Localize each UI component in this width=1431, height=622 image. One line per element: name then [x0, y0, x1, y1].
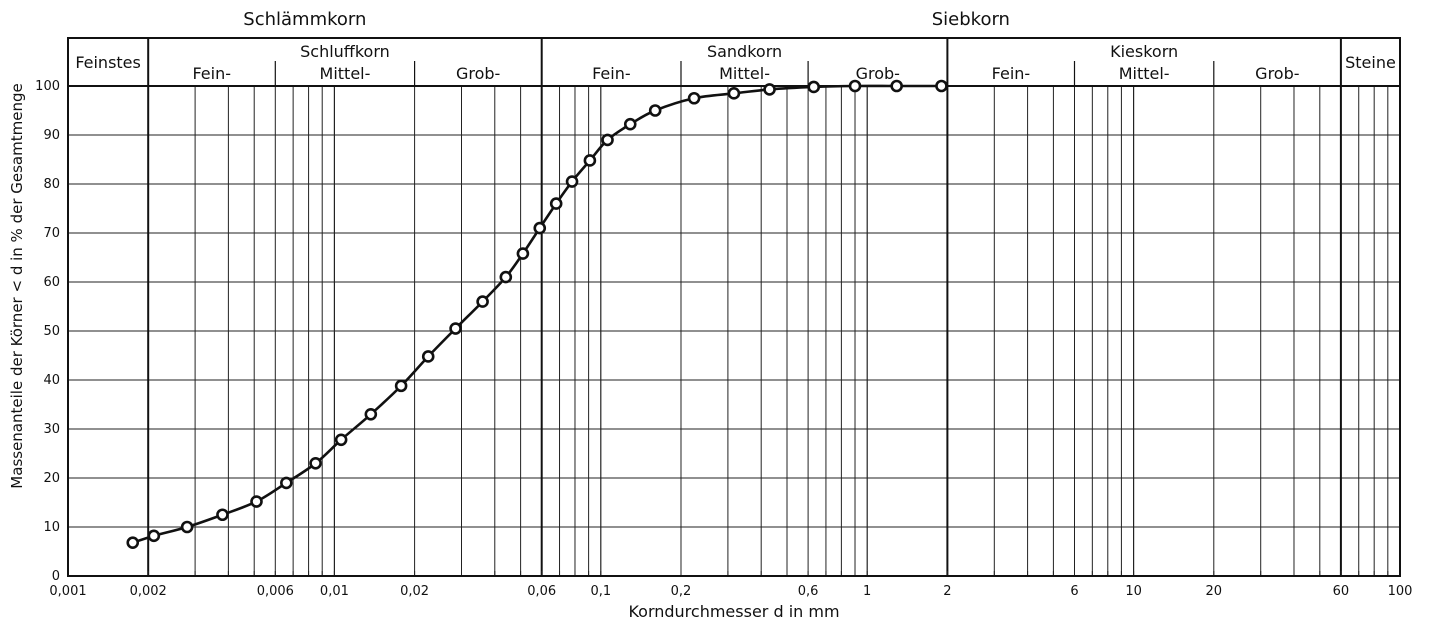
data-point: [687, 91, 701, 105]
fraction-label: Sandkorn: [707, 42, 782, 61]
data-points: [126, 79, 948, 549]
data-point: [516, 247, 530, 260]
data-point: [147, 529, 161, 543]
y-axis-label: Massenanteile der Körner < d in % der Ge…: [8, 83, 26, 488]
data-point: [623, 117, 637, 131]
data-point: [549, 197, 563, 210]
subfraction-label: Mittel-: [1119, 64, 1170, 83]
x-tick-label: 60: [1333, 584, 1350, 599]
data-point: [394, 379, 408, 393]
x-tick-label: 0,006: [257, 584, 294, 599]
data-point: [421, 350, 435, 363]
data-point: [280, 476, 293, 490]
y-tick-label: 100: [35, 79, 60, 94]
data-point: [180, 520, 194, 534]
data-point: [935, 79, 948, 93]
x-tick-label: 0,01: [320, 584, 349, 599]
data-point: [499, 270, 513, 284]
fraction-label: Steine: [1345, 53, 1396, 72]
subfraction-label: Fein-: [192, 64, 231, 83]
subfraction-label: Grob-: [1255, 64, 1299, 83]
x-tick-label: 0,2: [671, 584, 692, 599]
x-tick-label: 0,6: [798, 584, 819, 599]
data-point: [126, 536, 140, 549]
fraction-label: Schluffkorn: [300, 42, 390, 61]
subfraction-label: Grob-: [456, 64, 500, 83]
x-tick-label: 1: [863, 584, 871, 599]
data-point: [807, 80, 821, 94]
data-point: [250, 495, 263, 508]
x-tick-label: 6: [1070, 584, 1078, 599]
x-tick-label: 0,02: [400, 584, 429, 599]
y-tick-label: 60: [43, 275, 60, 290]
y-tick-label: 20: [43, 471, 60, 486]
y-tick-label: 80: [43, 177, 60, 192]
y-tick-label: 40: [43, 373, 60, 388]
y-tick-label: 50: [43, 324, 60, 339]
plot-frame: [67, 37, 1401, 577]
x-tick-label: 2: [943, 584, 951, 599]
x-tick-label: 0,001: [49, 584, 86, 599]
fraction-header: Schlämmkorn Siebkorn Feinstes Schluffkorn Sa…: [75, 9, 1396, 86]
group-label: Siebkorn: [932, 9, 1010, 30]
y-tick-label: 10: [43, 520, 60, 535]
data-point: [309, 456, 322, 470]
data-point: [533, 221, 547, 235]
x-tick-label: 10: [1125, 584, 1142, 599]
data-point: [648, 104, 662, 117]
data-point: [449, 322, 462, 335]
subfraction-label: Fein-: [592, 64, 631, 83]
x-tick-label: 0,1: [590, 584, 611, 599]
fraction-label: Feinstes: [75, 53, 141, 72]
data-point: [727, 87, 741, 100]
data-point: [583, 154, 597, 167]
fraction-label: Kieskorn: [1110, 42, 1178, 61]
x-tick-label: 0,06: [527, 584, 556, 599]
y-tick-label: 70: [43, 226, 60, 241]
data-point: [565, 175, 579, 188]
axes: 0 10 20 30 40 50 60 70 80 90 100 0,001 0,002 0,006 0,0…: [35, 37, 1413, 599]
subfraction-label: Grob-: [856, 64, 900, 83]
data-point: [476, 295, 489, 308]
data-point: [848, 79, 862, 93]
x-tick-label: 0,002: [130, 584, 167, 599]
data-point: [216, 508, 229, 522]
subfraction-label: Mittel-: [320, 64, 371, 83]
data-point: [601, 133, 614, 147]
subfraction-label: Fein-: [992, 64, 1031, 83]
data-point: [890, 79, 903, 93]
data-point: [364, 407, 378, 421]
group-label: Schlämmkorn: [243, 9, 366, 30]
data-point: [334, 433, 348, 447]
y-tick-label: 90: [43, 128, 60, 143]
data-point: [763, 83, 776, 96]
subfraction-label: Mittel-: [719, 64, 770, 83]
x-tick-label: 100: [1388, 584, 1413, 599]
x-axis-label: Korndurchmesser d in mm: [628, 602, 839, 621]
y-tick-label: 0: [52, 569, 60, 584]
y-tick-label: 30: [43, 422, 60, 437]
x-tick-label: 20: [1206, 584, 1223, 599]
